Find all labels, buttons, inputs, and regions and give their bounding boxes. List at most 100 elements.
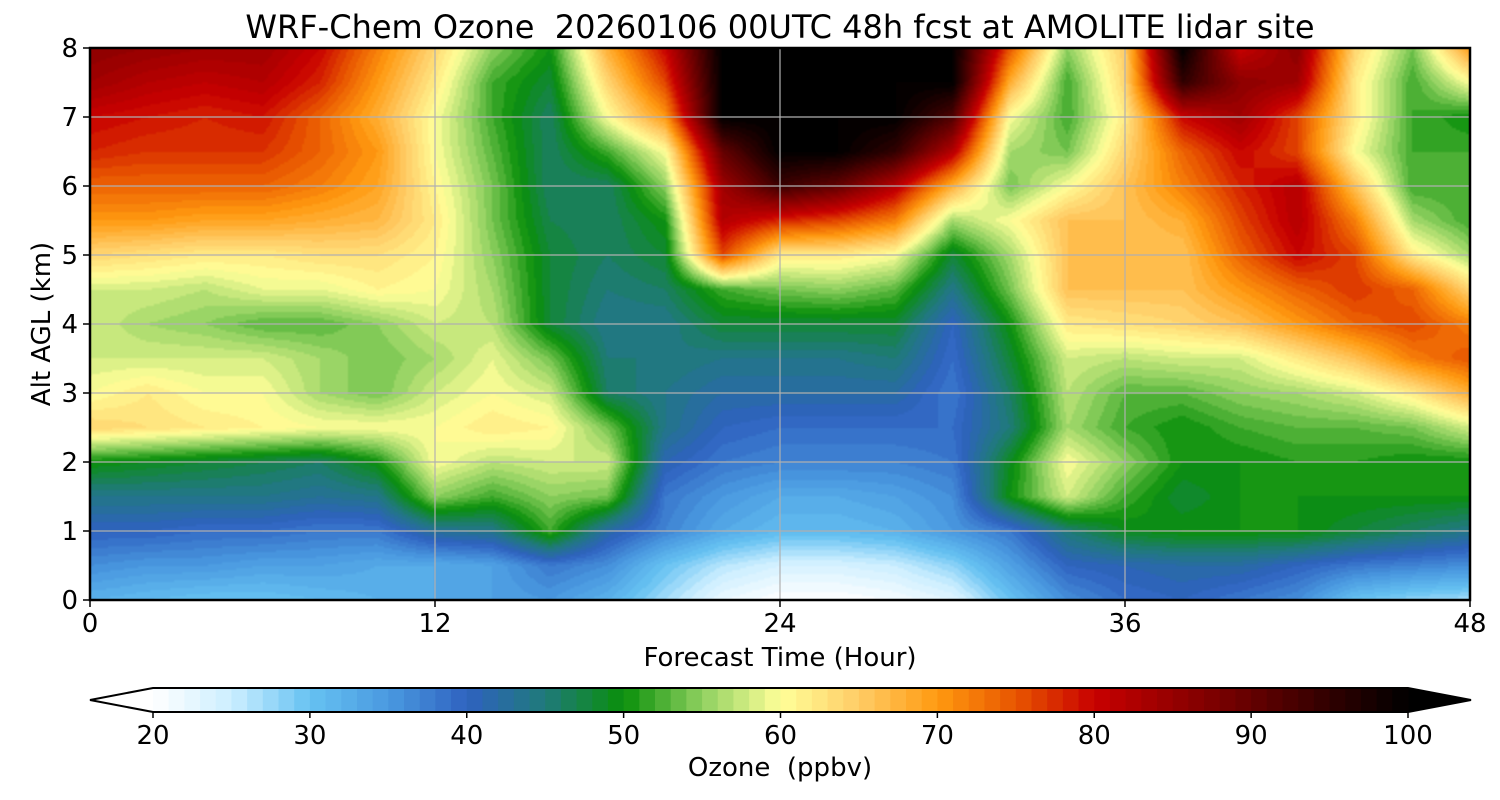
colorbar-level [247,688,264,712]
colorbar-level [466,688,484,712]
y-tick-label: 2 [61,448,78,478]
colorbar-level [1031,688,1048,712]
colorbar-level [545,688,562,712]
colorbar-label: Ozone (ppbv) [688,753,872,783]
colorbar-level [1000,688,1017,712]
colorbar-level [215,688,233,712]
colorbar-level [1251,688,1268,712]
y-axis-label: Alt AGL (km) [27,242,57,406]
x-tick-label: 24 [763,609,796,639]
colorbar-level [811,688,829,712]
colorbar-level [560,688,578,712]
colorbar-level [843,688,860,712]
colorbar-level [529,688,546,712]
colorbar-tick-label: 60 [764,721,797,751]
colorbar-level [278,688,295,712]
y-tick-label: 8 [61,34,78,64]
colorbar-level [1345,688,1362,712]
colorbar-level [356,688,374,712]
x-tick-label: 12 [418,609,451,639]
colorbar-level [1141,688,1158,712]
colorbar-tick-label: 100 [1383,721,1433,751]
colorbar-level [890,688,907,712]
colorbar-level [906,688,923,712]
colorbar-level [1392,688,1409,712]
colorbar-tick-label: 30 [293,721,326,751]
colorbar: 20 30 40 50 60 70 80 90 100 [89,687,1472,751]
colorbar-level [1376,688,1393,712]
colorbar-level [764,688,782,712]
colorbar-level [1172,688,1189,712]
colorbar-level [1062,688,1080,712]
colorbar-level [1047,688,1064,712]
colorbar-level [482,688,499,712]
colorbar-level [921,688,938,712]
grid-lines [90,48,1470,600]
y-tick-label: 3 [61,379,78,409]
x-axis-label: Forecast Time (Hour) [643,643,916,673]
colorbar-level [937,688,954,712]
x-tick-label: 0 [82,609,99,639]
colorbar-level [372,688,389,712]
x-axis: 0 12 24 36 48 [82,600,1487,639]
colorbar-level [200,688,217,712]
colorbar-tick-label: 50 [607,721,640,751]
colorbar-tick-label: 80 [1078,721,1111,751]
colorbar-level [639,688,656,712]
colorbar-level [168,688,185,712]
colorbar-level [1109,688,1127,712]
colorbar-level [388,688,405,712]
colorbar-level [1235,688,1252,712]
colorbar-level [733,688,750,712]
x-tick-label: 48 [1453,609,1486,639]
colorbar-level [262,688,280,712]
colorbar-level [1204,688,1221,712]
colorbar-level [1282,688,1299,712]
colorbar-level [858,688,876,712]
colorbar-level [874,688,891,712]
colorbar-level [1329,688,1346,712]
colorbar-level [404,688,421,712]
colorbar-level [1313,688,1331,712]
colorbar-level [1360,688,1378,712]
colorbar-tick-label: 40 [450,721,483,751]
colorbar-level [325,688,342,712]
colorbar-level [984,688,1001,712]
chart-title: WRF-Chem Ozone 20260106 00UTC 48h fcst a… [245,8,1315,46]
y-tick-label: 0 [61,586,78,616]
y-tick-label: 7 [61,103,78,133]
colorbar-level [1188,688,1205,712]
colorbar-level [670,688,687,712]
colorbar-level [576,688,593,712]
y-axis: 0 1 2 3 4 5 6 7 8 [61,34,90,616]
colorbar-level [498,688,515,712]
colorbar-level [1125,688,1142,712]
colorbar-level [702,688,719,712]
colorbar-level [1094,688,1111,712]
colorbar-level [153,688,170,712]
colorbar-tick-label: 20 [136,721,169,751]
colorbar-level [796,688,813,712]
colorbar-tick-label: 90 [1235,721,1268,751]
colorbar-level [1266,688,1284,712]
colorbar-level [451,688,468,712]
colorbar-level [513,688,531,712]
y-tick-label: 1 [61,517,78,547]
colorbar-level [592,688,609,712]
colorbar-level [607,688,625,712]
colorbar-tick-label: 70 [921,721,954,751]
y-tick-label: 4 [61,310,78,340]
colorbar-level [717,688,735,712]
colorbar-level [1015,688,1033,712]
colorbar-level [749,688,766,712]
x-tick-label: 36 [1108,609,1141,639]
colorbar-level [309,688,327,712]
colorbar-level [780,688,797,712]
colorbar-level [419,688,436,712]
colorbar-level [435,688,452,712]
colorbar-level [655,688,672,712]
colorbar-level [1219,688,1237,712]
colorbar-level [341,688,358,712]
colorbar-level [1157,688,1174,712]
